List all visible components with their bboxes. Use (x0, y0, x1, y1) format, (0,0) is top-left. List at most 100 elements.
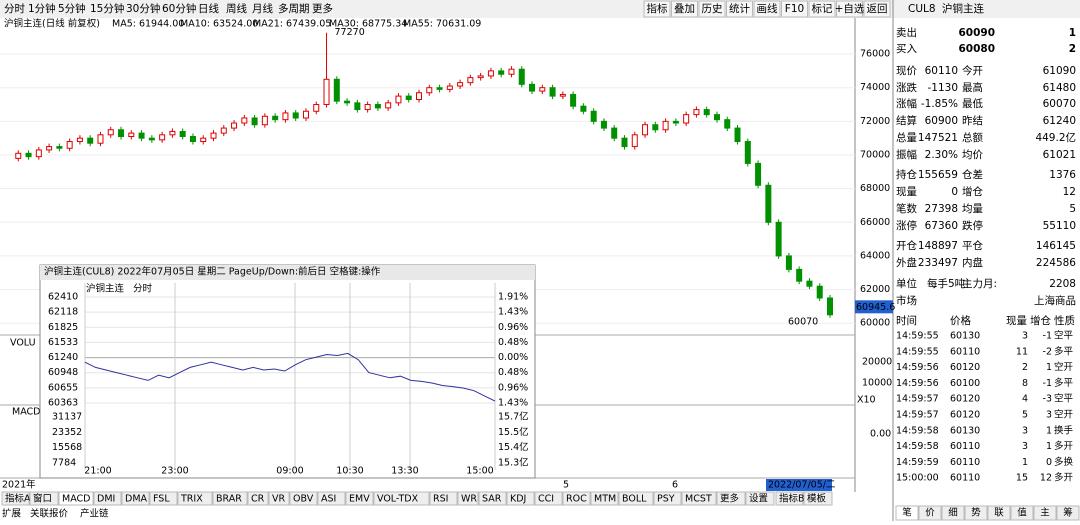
tab[interactable] (590, 491, 619, 506)
tab[interactable] (506, 491, 535, 506)
side-tab-label[interactable]: 细 (948, 507, 958, 519)
tab-label[interactable]: 窗口 (33, 493, 52, 505)
period-tab[interactable]: 更多 (312, 2, 333, 15)
tool-button[interactable] (753, 0, 781, 18)
period-tab[interactable]: 60分钟 (162, 2, 196, 15)
tab[interactable] (121, 491, 150, 506)
tab[interactable] (716, 491, 746, 506)
tab-label[interactable]: ASI (321, 494, 336, 505)
tab-label[interactable]: CR (251, 494, 265, 505)
side-tab-label[interactable]: 值 (1017, 507, 1027, 519)
tab[interactable] (373, 491, 430, 506)
tab-label[interactable]: PSY (657, 494, 675, 505)
tab[interactable] (775, 491, 804, 506)
tab-label[interactable]: FSL (153, 494, 170, 505)
tab-label[interactable]: DMA (125, 494, 148, 505)
side-tab[interactable] (1056, 505, 1080, 521)
tool-label[interactable]: 指标 (647, 2, 668, 15)
tab[interactable] (653, 491, 682, 506)
period-tab[interactable]: 日线 (198, 2, 219, 15)
tool-label[interactable]: 叠加 (674, 3, 695, 15)
tab[interactable] (534, 491, 563, 506)
side-tab-label[interactable]: 笔 (902, 507, 912, 519)
tab-label[interactable]: SAR (482, 494, 502, 505)
period-tab[interactable]: 周线 (226, 2, 247, 15)
tab-label[interactable]: DMI (97, 494, 115, 505)
tab[interactable] (149, 491, 178, 506)
tab-label[interactable]: WR (461, 494, 477, 505)
tool-button[interactable] (726, 0, 753, 18)
tab-label[interactable]: ROC (566, 494, 587, 505)
tab[interactable] (478, 491, 507, 506)
tool-label[interactable]: 历史 (702, 3, 723, 15)
side-tab[interactable] (918, 505, 942, 521)
tab-label[interactable]: MACD (62, 494, 90, 505)
tab[interactable] (429, 491, 458, 506)
period-tab[interactable]: 30分钟 (126, 2, 160, 15)
tool-button[interactable] (698, 0, 726, 18)
tab[interactable] (745, 491, 775, 506)
tool-label[interactable]: 统计 (729, 2, 750, 15)
tab-label[interactable]: TRIX (180, 494, 203, 505)
tab-label[interactable]: MCST (685, 494, 712, 505)
side-tab[interactable] (1010, 505, 1034, 521)
tab-label[interactable]: 指标A (5, 493, 31, 505)
tool-button[interactable] (671, 0, 698, 18)
period-tab[interactable]: 15分钟 (90, 2, 124, 15)
tool-button[interactable] (643, 0, 671, 18)
period-tab[interactable]: 多周期 (278, 2, 310, 15)
side-tab-label[interactable]: 筹 (1063, 507, 1073, 519)
tab-label[interactable]: KDJ (510, 494, 526, 505)
footer-tab[interactable]: 产业链 (80, 508, 109, 520)
side-tab[interactable] (987, 505, 1011, 521)
tab[interactable] (618, 491, 654, 506)
tab-label[interactable]: BOLL (622, 494, 647, 505)
tab-label[interactable]: RSI (433, 494, 448, 505)
tab[interactable] (681, 491, 717, 506)
tab[interactable] (177, 491, 213, 506)
tool-label[interactable]: +自选 (835, 2, 865, 15)
period-tab[interactable]: 5分钟 (58, 2, 86, 15)
footer-tab[interactable]: 关联报价 (30, 508, 69, 520)
tab-label[interactable]: EMV (349, 494, 370, 505)
tool-label[interactable]: F10 (785, 3, 804, 15)
side-tab-label[interactable]: 势 (971, 507, 981, 519)
tool-button[interactable] (836, 0, 863, 18)
tab[interactable] (562, 491, 591, 506)
tab[interactable] (803, 491, 833, 506)
tab[interactable] (317, 491, 346, 506)
tab-label[interactable]: VR (272, 494, 285, 505)
tab-label[interactable]: 模板 (807, 493, 827, 505)
side-tab[interactable] (941, 505, 965, 521)
tab-label[interactable]: OBV (293, 494, 314, 505)
tab[interactable] (58, 491, 94, 506)
tool-label[interactable]: 标记 (812, 3, 833, 15)
tab[interactable] (247, 491, 269, 506)
tab[interactable] (1, 491, 30, 506)
period-tab[interactable]: 1分钟 (28, 2, 56, 15)
tab-label[interactable]: CCI (538, 494, 554, 505)
tab-label[interactable]: 更多 (720, 493, 739, 505)
side-tab-label[interactable]: 主 (1040, 507, 1050, 519)
tab-label[interactable]: BRAR (216, 494, 242, 505)
tab[interactable] (457, 491, 479, 506)
tab[interactable] (212, 491, 248, 506)
tab[interactable] (29, 491, 59, 506)
side-tab[interactable] (1033, 505, 1057, 521)
tool-label[interactable]: 画线 (757, 2, 778, 15)
tool-button[interactable] (781, 0, 808, 18)
tab[interactable] (289, 491, 318, 506)
period-tab[interactable]: 分时 (4, 3, 25, 15)
tab-label[interactable]: 指标B (779, 493, 805, 505)
side-tab[interactable] (895, 505, 919, 521)
footer-tab[interactable]: 扩展 (2, 508, 22, 520)
period-tab[interactable]: 月线 (252, 2, 273, 15)
tool-button[interactable] (863, 0, 891, 18)
tab[interactable] (268, 491, 290, 506)
tab-label[interactable]: VOL-TDX (377, 494, 419, 505)
side-tab-label[interactable]: 联 (994, 508, 1004, 519)
tool-button[interactable] (808, 0, 836, 18)
side-tab[interactable] (964, 505, 988, 521)
tab-label[interactable]: 设置 (749, 494, 768, 505)
tab-label[interactable]: MTM (594, 494, 616, 505)
